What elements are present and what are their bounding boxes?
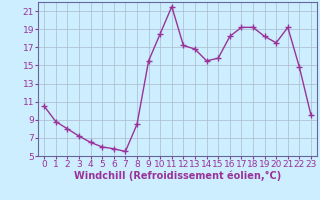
- X-axis label: Windchill (Refroidissement éolien,°C): Windchill (Refroidissement éolien,°C): [74, 171, 281, 181]
